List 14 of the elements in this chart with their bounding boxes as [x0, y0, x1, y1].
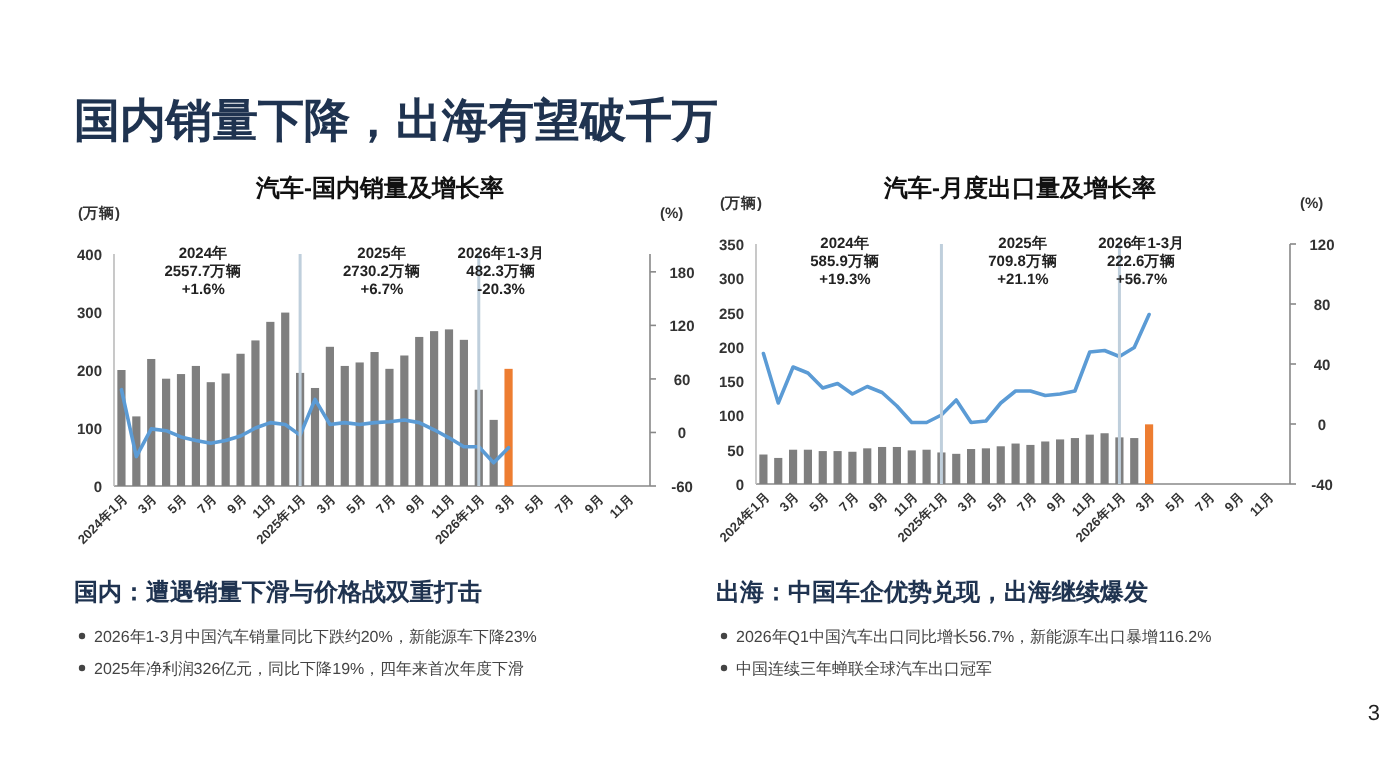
text: 中国连续三年蝉联全球汽车出口冠军 [736, 660, 992, 678]
text: 出海：中国车企优势兑现，出海继续爆发 [716, 578, 1148, 606]
text: 2026年Q1中国汽车出口同比增长56.7%，新能源车出口暴增116.2% [736, 628, 1212, 646]
text: 3 [1367, 702, 1380, 726]
text: 2026年1-3月中国汽车销量同比下跌约20%，新能源车下降23% [94, 628, 537, 646]
line-series [119, 387, 511, 465]
chart-title: 汽车-国内销量及增长率 [254, 174, 504, 202]
text: 2025年净利润326亿元，同比下降19%，四年来首次年度下滑 [94, 660, 525, 678]
bar [504, 368, 513, 486]
chart-title: 汽车-月度出口量及增长率 [882, 174, 1156, 202]
line-series [761, 312, 1151, 425]
text: 国内销量下降，出海有望破千万 [74, 94, 718, 146]
bar [1145, 424, 1154, 484]
text: 国内：遭遇销量下滑与价格战双重打击 [74, 578, 482, 606]
